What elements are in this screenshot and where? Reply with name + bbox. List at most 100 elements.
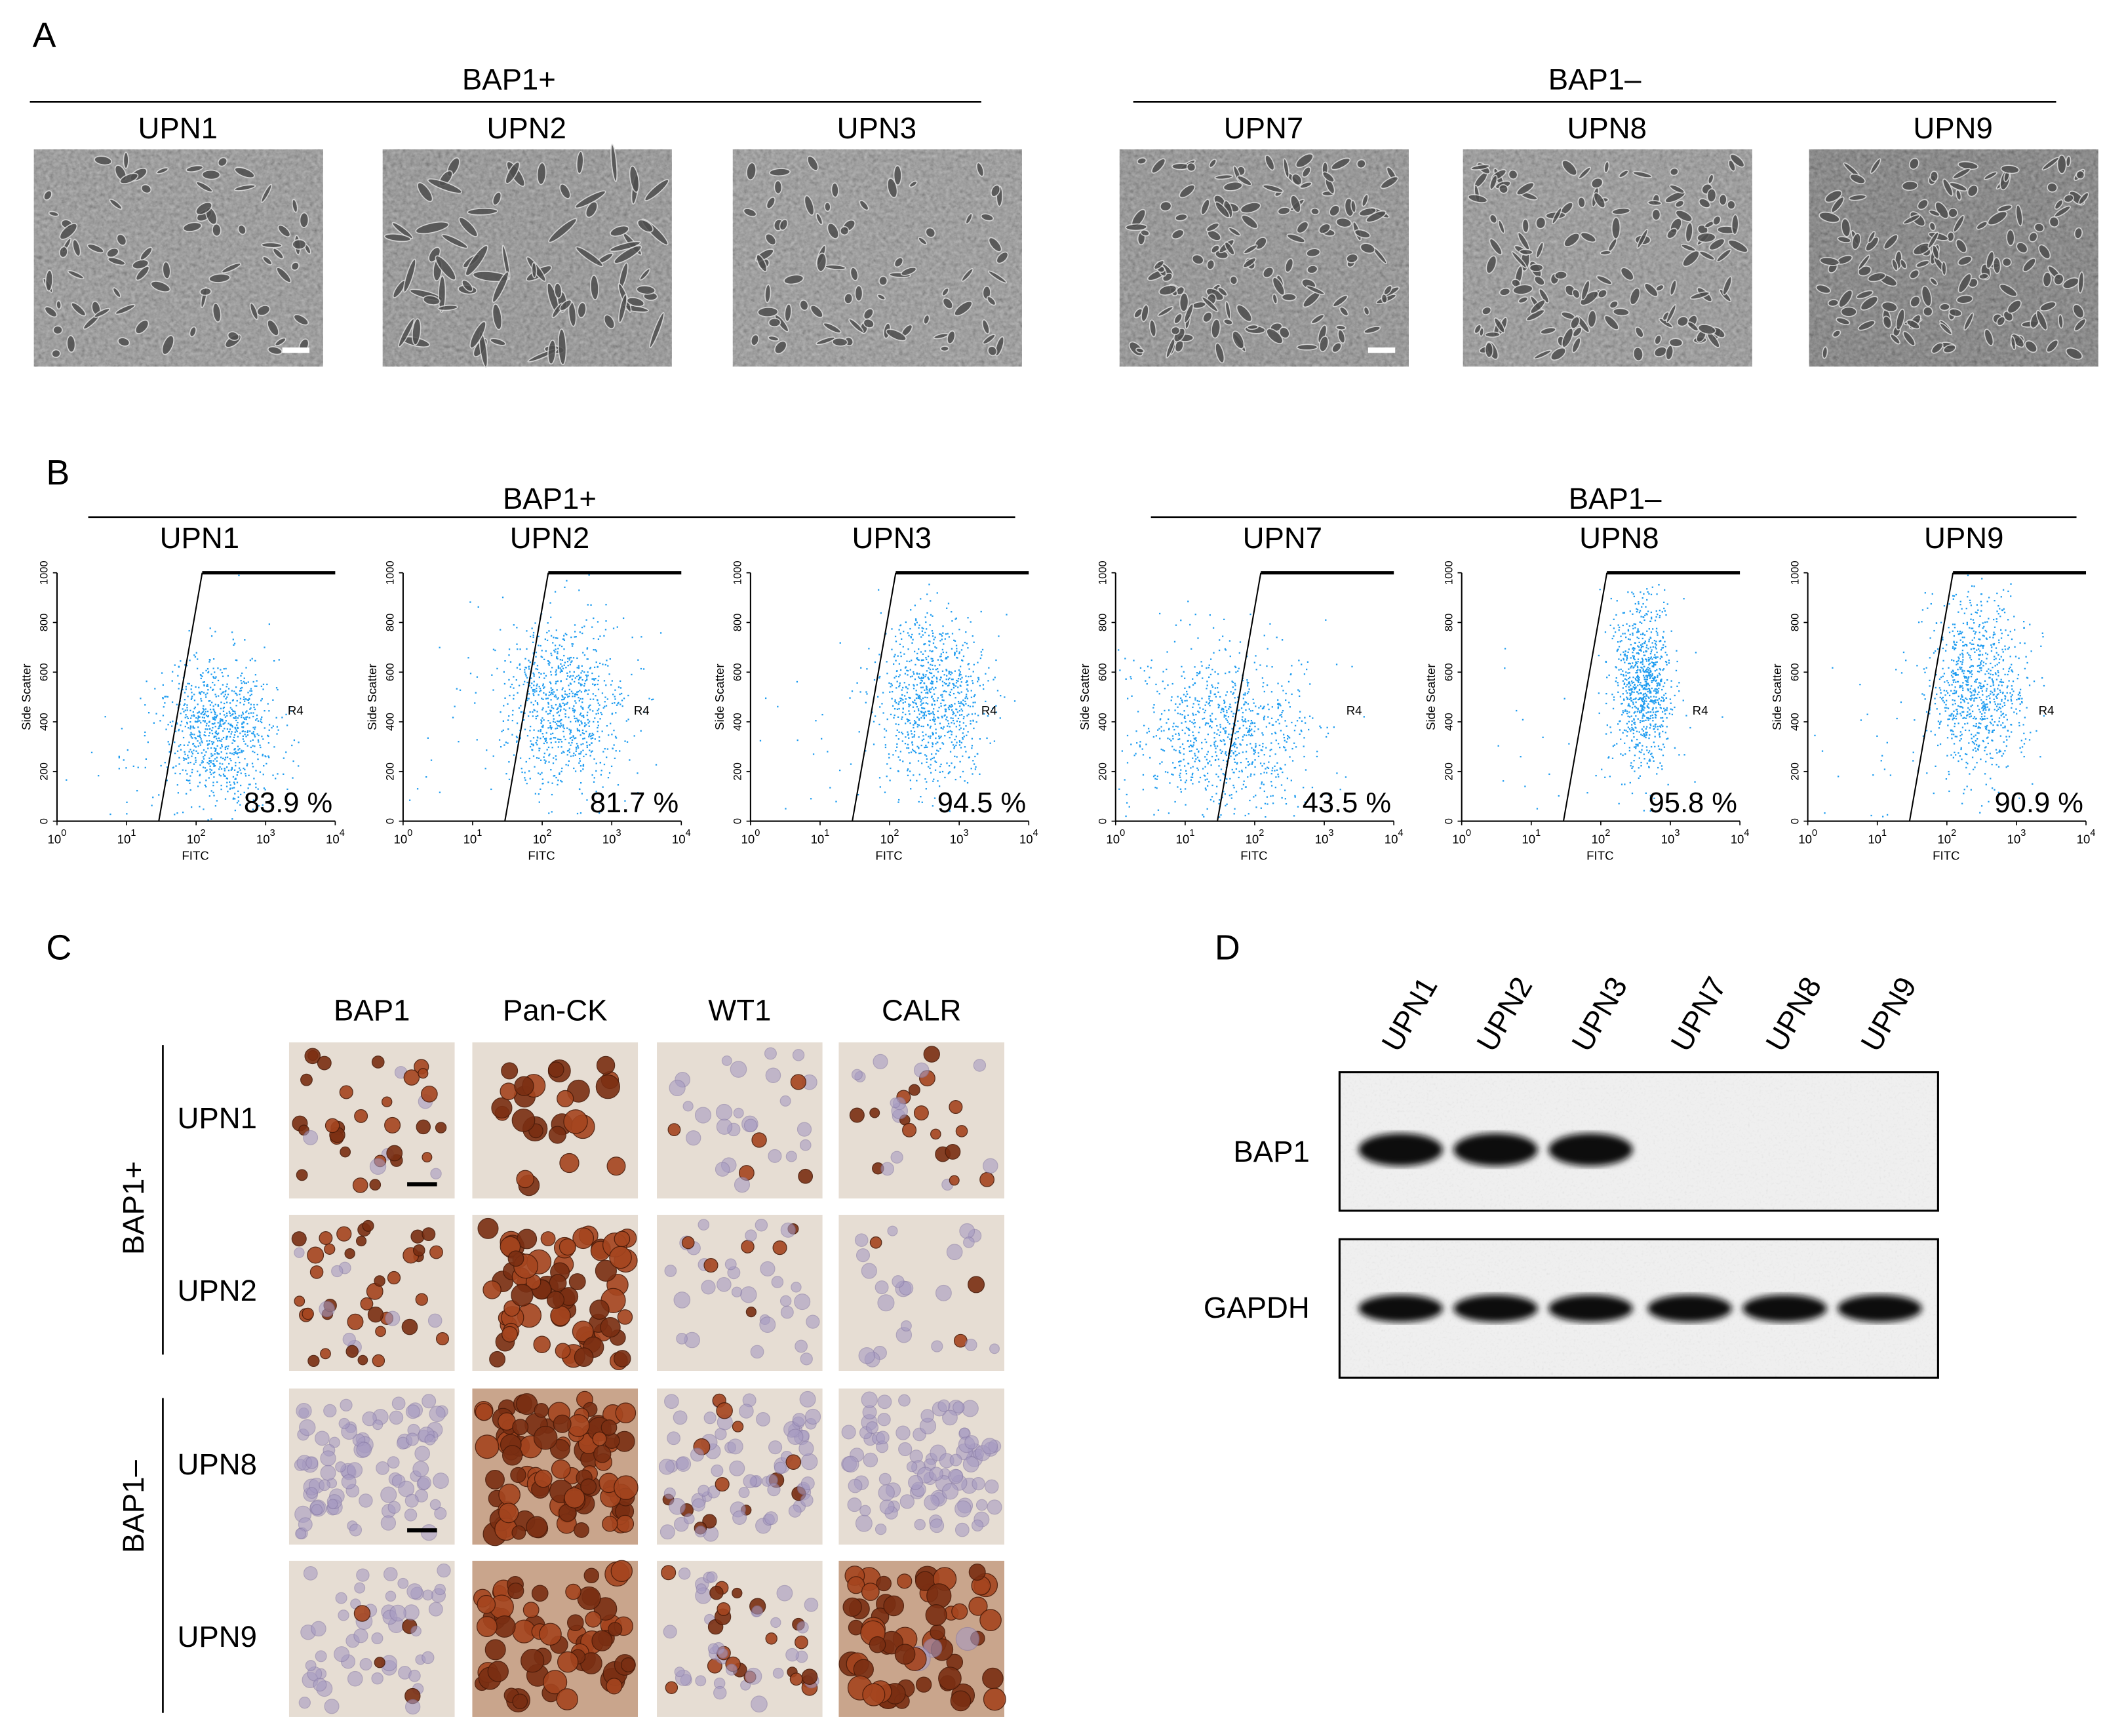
event-dot	[1211, 669, 1213, 671]
y-tick-label: 400	[38, 713, 50, 731]
event-dot	[144, 734, 146, 737]
event-dot	[1289, 706, 1291, 708]
event-dot	[189, 775, 191, 777]
event-dot	[1230, 706, 1232, 709]
event-dot	[865, 750, 867, 752]
event-dot	[907, 720, 909, 722]
event-dot	[916, 672, 918, 674]
event-dot	[593, 666, 596, 669]
event-dot	[237, 727, 239, 729]
event-dot	[935, 728, 937, 730]
event-dot	[580, 743, 582, 745]
cell	[1620, 267, 1634, 281]
event-dot	[622, 617, 625, 620]
cell	[1225, 300, 1231, 320]
event-dot	[574, 770, 577, 772]
event-dot	[605, 604, 607, 606]
event-dot	[524, 779, 526, 781]
event-dot	[967, 684, 969, 686]
cell	[1497, 220, 1505, 234]
event-dot	[218, 768, 220, 770]
event-dot	[217, 722, 219, 724]
event-dot	[1222, 759, 1225, 762]
event-dot	[264, 789, 266, 791]
event-dot	[951, 703, 953, 706]
event-dot	[954, 654, 956, 656]
event-dot	[1243, 780, 1245, 782]
event-dot	[517, 692, 519, 694]
event-dot	[522, 719, 524, 721]
cell	[162, 261, 171, 279]
event-dot	[1281, 797, 1283, 799]
event-dot	[1192, 703, 1194, 705]
cell	[1310, 313, 1325, 325]
cell	[1712, 215, 1721, 226]
event-dot	[1141, 748, 1143, 750]
event-dot	[859, 691, 861, 693]
event-dot	[255, 770, 257, 772]
event-dot	[187, 762, 189, 764]
event-dot	[254, 751, 256, 753]
event-dot	[899, 698, 901, 700]
cell	[416, 182, 433, 203]
event-dot	[1214, 687, 1217, 689]
event-dot	[166, 766, 168, 768]
event-dot	[1649, 760, 1651, 762]
event-dot	[951, 705, 954, 707]
event-dot	[226, 736, 227, 738]
event-dot	[233, 748, 236, 751]
cell	[1921, 285, 1933, 307]
event-dot	[921, 630, 924, 632]
event-dot	[1257, 752, 1259, 754]
event-dot	[1655, 690, 1657, 692]
event-dot	[1645, 732, 1647, 734]
event-dot	[555, 694, 557, 696]
cell	[2015, 204, 2023, 227]
cell	[1295, 153, 1314, 168]
cell	[2078, 192, 2089, 205]
cell	[1946, 231, 1955, 243]
event-dot	[197, 752, 199, 755]
event-dot	[940, 655, 942, 658]
event-dot	[1644, 735, 1646, 737]
event-dot	[1648, 760, 1650, 762]
event-dot	[580, 705, 582, 707]
event-dot	[182, 812, 184, 814]
event-dot	[1237, 696, 1239, 698]
event-dot	[254, 726, 256, 728]
event-dot	[560, 738, 562, 741]
event-dot	[1650, 631, 1653, 633]
event-dot	[924, 650, 926, 652]
event-dot	[1628, 747, 1630, 749]
event-dot	[538, 644, 540, 646]
event-dot	[584, 680, 587, 682]
event-dot	[229, 752, 231, 754]
event-dot	[1622, 680, 1624, 682]
cell	[1634, 326, 1644, 338]
cell	[1581, 280, 1590, 301]
event-dot	[1172, 774, 1174, 776]
event-dot	[574, 677, 576, 679]
event-dot	[1187, 762, 1189, 764]
cell	[1856, 290, 1874, 300]
event-dot	[925, 746, 927, 748]
event-dot	[945, 669, 947, 671]
event-dot	[920, 686, 922, 688]
event-dot	[1220, 752, 1223, 754]
event-dot	[1659, 669, 1662, 671]
cell	[886, 178, 898, 199]
event-dot	[941, 804, 943, 806]
event-dot	[1643, 671, 1645, 673]
event-dot	[595, 713, 597, 715]
event-dot	[1245, 786, 1247, 788]
event-dot	[180, 744, 182, 746]
event-dot	[1236, 731, 1238, 733]
tick-exp: 0	[1120, 828, 1125, 838]
event-dot	[878, 723, 880, 726]
event-dot	[1167, 772, 1169, 774]
event-dot	[182, 736, 185, 739]
event-dot	[1631, 720, 1633, 722]
event-dot	[559, 659, 561, 661]
x-tick-label: 101	[811, 828, 830, 846]
event-dot	[243, 681, 245, 682]
